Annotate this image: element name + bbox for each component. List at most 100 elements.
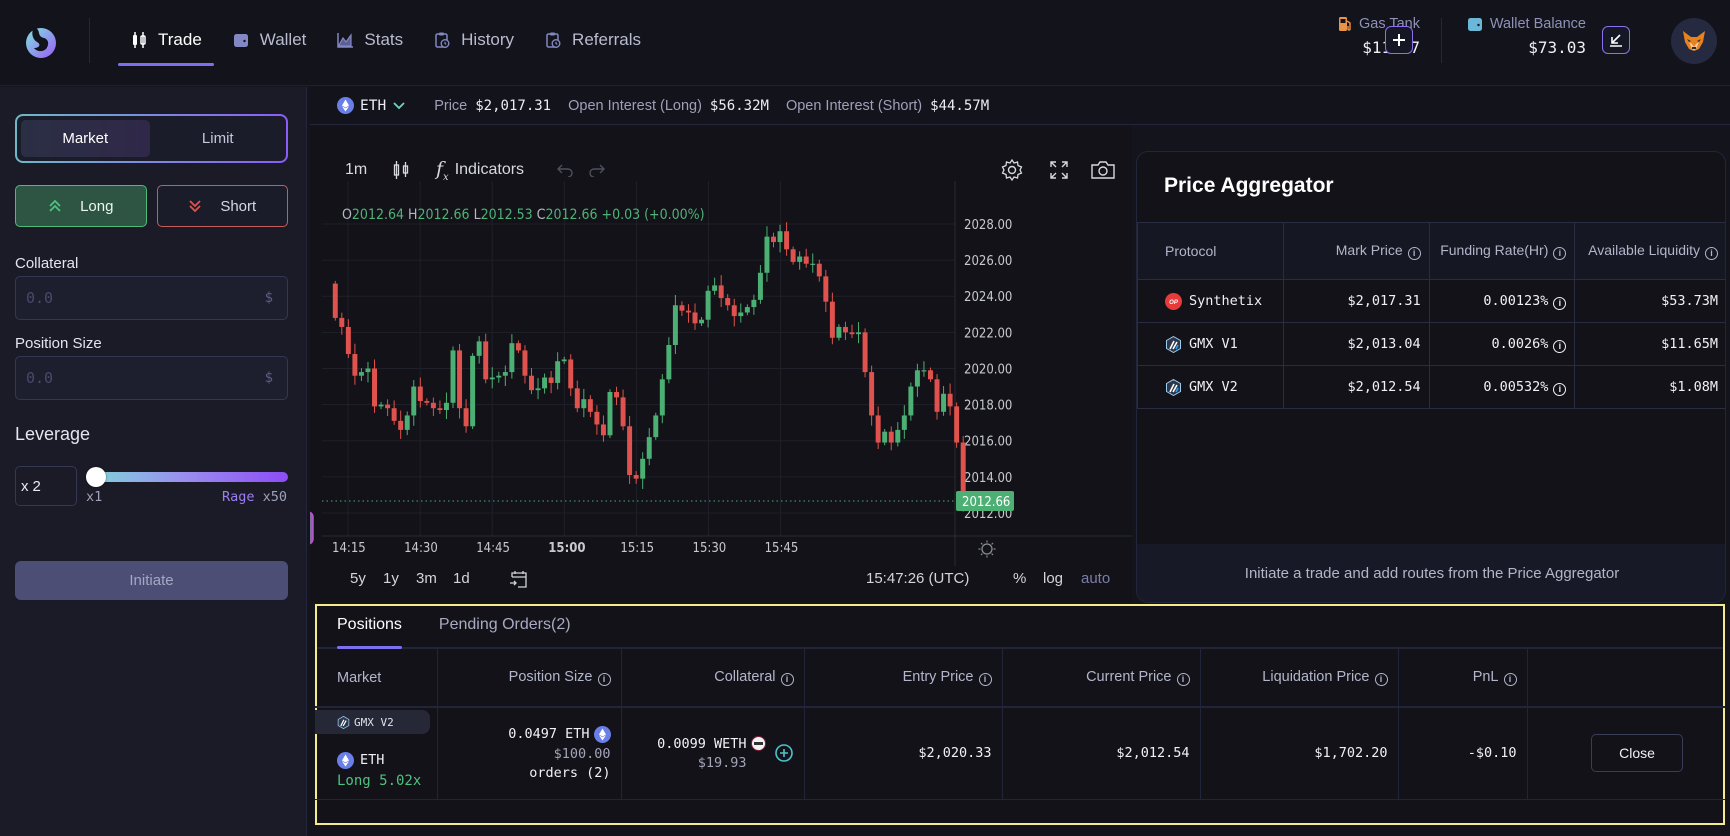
info-icon[interactable]: i	[1374, 673, 1388, 686]
range-1d[interactable]: 1d	[453, 570, 470, 587]
wallet-icon	[233, 34, 248, 47]
col-available-liquidity: Available Liquidity i	[1574, 222, 1725, 280]
chart-type-button[interactable]	[392, 160, 410, 180]
info-icon[interactable]: i	[1176, 673, 1190, 686]
protocol-cell-inner: GMX V1	[1165, 335, 1275, 353]
position-size-input[interactable]	[26, 369, 226, 387]
add-collateral-icon[interactable]	[774, 743, 794, 763]
leverage-slider[interactable]	[86, 467, 288, 487]
nav-item-history[interactable]: History	[421, 0, 526, 80]
oi-long-value: $56.32M	[709, 97, 769, 114]
long-label: Long	[80, 197, 114, 215]
limit-tab[interactable]: Limit	[201, 130, 234, 147]
withdraw-button[interactable]	[1602, 26, 1630, 54]
market-asset: ETH	[337, 751, 427, 769]
redo-button[interactable]	[588, 163, 606, 177]
y-tick-label: 2024.00	[964, 290, 1012, 305]
asset-selector[interactable]: ETH	[337, 97, 406, 114]
position-size-field[interactable]: $	[15, 356, 288, 400]
funding-rate: 0.0026%	[1491, 335, 1549, 352]
screenshot-button[interactable]	[1090, 159, 1116, 181]
protocol-cell: GMX V2	[1137, 365, 1284, 409]
nav-item-wallet[interactable]: Wallet	[220, 0, 319, 80]
col-collateral: Collateral i	[621, 649, 805, 708]
info-icon[interactable]: i	[1407, 247, 1421, 260]
info-icon[interactable]: i	[597, 673, 611, 686]
oi-short-label: Open Interest (Short)	[785, 97, 923, 114]
price-chart: 2028.00 2026.00 2024.00 2022.00 2020.00 2018.…	[310, 126, 1132, 602]
account-avatar[interactable]	[1671, 18, 1717, 64]
range-5y[interactable]: 5y	[350, 570, 366, 587]
info-icon[interactable]: i	[1553, 382, 1567, 396]
short-button[interactable]: Short	[156, 185, 288, 227]
protocol-name: GMX V1	[1189, 336, 1238, 352]
undo-button[interactable]	[556, 163, 574, 177]
funding-rate: 0.00123%	[1483, 292, 1549, 309]
info-icon[interactable]: i	[1553, 296, 1567, 310]
info-icon[interactable]: i	[1553, 247, 1567, 260]
candlestick-chart[interactable]: 2028.00 2026.00 2024.00 2022.00 2020.00 2018.…	[310, 126, 1132, 602]
rage-label: Rage	[221, 489, 255, 505]
aggregator-row-gmx-v1[interactable]: GMX V1 $2,013.04 0.0026% i $11.65M	[1137, 322, 1725, 366]
leverage-input[interactable]: x 2	[15, 466, 77, 506]
range-1y[interactable]: 1y	[383, 570, 399, 587]
wallet-balance-label: Wallet Balance	[1489, 16, 1586, 32]
candles-icon	[393, 161, 409, 179]
funding-rate-cell: 0.00532% i	[1428, 365, 1576, 409]
calendar-goto-icon	[510, 571, 527, 588]
aggregator-row-gmx-v2[interactable]: GMX V2 $2,012.54 0.00532% i $1.08M	[1137, 365, 1725, 409]
collateral-values: 0.0099 WETH $19.93	[657, 736, 766, 771]
x-tick-label: 15:00	[548, 541, 585, 556]
interval-selector[interactable]: 1m	[345, 161, 368, 178]
market-tab[interactable]: Market	[21, 120, 150, 157]
orders-link[interactable]: orders (2)	[529, 764, 611, 781]
y-tick-label: 2014.00	[964, 471, 1012, 486]
percent-scale-toggle[interactable]: %	[1013, 570, 1027, 587]
actions-cell: Close	[1527, 707, 1725, 800]
collateral-field[interactable]: $	[15, 276, 288, 320]
gas-tank-add-button[interactable]	[1385, 26, 1413, 54]
log-scale-toggle[interactable]: log	[1043, 570, 1064, 587]
nav-item-referrals[interactable]: Referrals	[532, 0, 653, 80]
leverage-slider-thumb[interactable]	[86, 467, 106, 487]
protocol-name: GMX V2	[1189, 379, 1238, 395]
sidebar-collapse-handle[interactable]	[310, 511, 314, 545]
available-liquidity: $53.73M	[1574, 279, 1725, 323]
nav-item-trade[interactable]: Trade	[118, 0, 214, 80]
long-button[interactable]: Long	[15, 185, 147, 227]
nav-item-stats[interactable]: Stats	[324, 0, 415, 80]
tab-pending-orders[interactable]: Pending Orders(2)	[438, 616, 571, 633]
tab-positions[interactable]: Positions	[337, 606, 402, 649]
x-tick-label: 15:45	[765, 541, 799, 556]
side-leverage: Long 5.02x	[337, 772, 422, 789]
goto-date-button[interactable]	[508, 568, 530, 594]
fullscreen-button[interactable]	[1048, 159, 1070, 181]
wallet-balance: Wallet Balance $73.03	[1460, 16, 1586, 57]
ohlc-o-label: O	[342, 207, 352, 223]
app-logo[interactable]	[22, 22, 60, 60]
x-tick-label: 14:30	[404, 541, 438, 556]
chart-settings-button[interactable]	[1000, 158, 1024, 182]
indicators-button[interactable]: fx Indicators	[436, 158, 524, 183]
y-tick-label: 2026.00	[964, 254, 1012, 269]
info-icon[interactable]: i	[978, 673, 992, 686]
info-icon[interactable]: i	[1705, 247, 1718, 260]
eth-icon	[337, 751, 354, 769]
auto-scale-toggle[interactable]: auto	[1081, 570, 1111, 587]
available-liquidity: $1.08M	[1574, 365, 1725, 409]
info-icon[interactable]: i	[1503, 673, 1517, 686]
sun-icon[interactable]	[978, 540, 996, 558]
range-3m[interactable]: 3m	[416, 570, 437, 587]
y-tick-label: 2016.00	[964, 435, 1012, 450]
close-position-button[interactable]: Close	[1591, 734, 1683, 773]
wallet-balance-value: $73.03	[1528, 38, 1586, 57]
redo-icon	[589, 164, 605, 177]
positions-tabs: Positions Pending Orders(2)	[317, 606, 1723, 649]
clipboard-clock-icon	[546, 32, 561, 48]
initiate-button[interactable]: Initiate	[15, 561, 288, 600]
size-line: 0.0497 ETH	[438, 725, 611, 743]
aggregator-row-synthetix[interactable]: OP Synthetix $2,017.31 0.00123% i $53.73M	[1137, 279, 1725, 323]
collateral-input[interactable]	[26, 289, 226, 307]
info-icon[interactable]: i	[1553, 339, 1567, 353]
info-icon[interactable]: i	[780, 673, 794, 686]
